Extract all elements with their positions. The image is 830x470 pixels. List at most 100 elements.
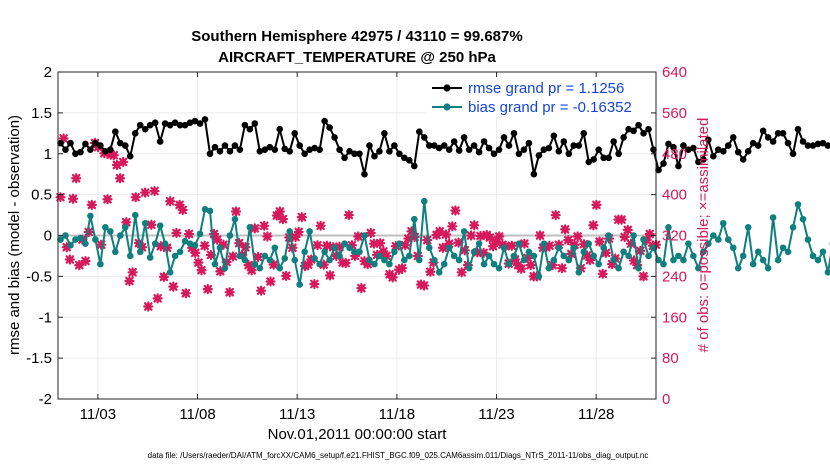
bias-point xyxy=(814,256,822,264)
obs-count-marker xyxy=(255,285,267,296)
bias-point xyxy=(386,260,393,268)
rmse-point xyxy=(685,146,692,153)
bias-point xyxy=(391,248,398,256)
obs-count-marker xyxy=(556,263,568,274)
rmse-point xyxy=(620,134,627,141)
rmse-series xyxy=(57,116,830,178)
rmse-point xyxy=(719,147,727,155)
obs-count-marker xyxy=(350,250,361,262)
rmse-point xyxy=(475,148,483,156)
rmse-point xyxy=(366,142,373,149)
obs-count-marker xyxy=(365,227,376,239)
bias-point xyxy=(376,252,383,260)
rmse-point xyxy=(231,142,239,149)
bias-point xyxy=(739,252,747,260)
obs-count-marker xyxy=(547,260,558,271)
obs-count-marker xyxy=(560,224,571,235)
rmse-point xyxy=(724,142,732,149)
bias-point xyxy=(186,240,194,247)
rmse-point xyxy=(804,142,812,149)
bias-point xyxy=(146,254,154,261)
bias-point xyxy=(366,256,373,264)
obs-count-marker xyxy=(67,193,79,204)
obs-count-marker xyxy=(381,250,392,262)
rmse-point xyxy=(640,130,647,137)
bias-point xyxy=(166,268,174,276)
bias-point xyxy=(500,244,508,252)
obs-count-marker xyxy=(124,275,135,287)
obs-count-marker xyxy=(215,266,226,277)
rmse-point xyxy=(371,152,378,160)
bias-point xyxy=(759,256,767,264)
rmse-point xyxy=(530,170,538,178)
y2-tick-label: 80 xyxy=(662,350,679,367)
obs-count-marker xyxy=(437,242,448,253)
rmse-point xyxy=(420,134,428,141)
rmse-point xyxy=(749,139,757,147)
obs-count-marker xyxy=(525,260,536,271)
bias-point xyxy=(82,240,89,247)
obs-count-marker xyxy=(497,239,508,250)
bias-point xyxy=(141,219,149,227)
obs-count-marker xyxy=(644,228,655,240)
bias-point xyxy=(261,252,269,260)
y2-tick-label: 320 xyxy=(662,228,687,245)
bias-point xyxy=(495,264,503,272)
rmse-point xyxy=(107,146,114,153)
bias-point xyxy=(700,248,707,256)
obs-count-marker xyxy=(161,242,173,253)
bias-point xyxy=(505,260,513,268)
bias-point xyxy=(630,232,637,239)
y2-tick-label: 640 xyxy=(662,64,687,81)
legend-rmse-label: rmse grand pr = 1.1256 xyxy=(468,80,624,97)
rmse-point xyxy=(87,146,94,153)
rmse-point xyxy=(435,144,443,152)
rmse-point xyxy=(102,147,109,155)
footer-data-file: data file: /Users/raeder/DAI/ATM_forcXX/… xyxy=(148,451,649,460)
bias-point xyxy=(406,252,413,260)
rmse-point xyxy=(171,119,179,126)
obs-count-marker xyxy=(83,226,94,238)
bias-point xyxy=(744,224,752,231)
bias-point xyxy=(635,264,642,272)
rmse-point xyxy=(121,142,129,149)
bias-point xyxy=(540,240,548,247)
obs-count-marker xyxy=(187,242,198,253)
obs-count-marker xyxy=(578,239,590,250)
rmse-point xyxy=(784,139,792,147)
bias-point xyxy=(520,256,528,264)
bias-point xyxy=(251,260,259,268)
legend-rmse-marker xyxy=(443,84,451,92)
bias-point xyxy=(710,232,717,239)
rmse-point xyxy=(485,144,493,152)
rmse-point xyxy=(306,146,313,153)
obs-count-marker xyxy=(519,238,530,249)
bias-point xyxy=(116,232,124,239)
obs-count-marker xyxy=(434,226,445,237)
rmse-point xyxy=(256,147,264,155)
rmse-point xyxy=(560,138,568,145)
obs-count-marker xyxy=(108,150,119,161)
rmse-point xyxy=(331,134,338,141)
bias-point xyxy=(455,256,463,264)
y-axis-label: rmse and bias (model - observation) xyxy=(6,115,23,355)
bias-point xyxy=(470,248,478,256)
obs-count-marker xyxy=(118,156,129,168)
obs-count-marker xyxy=(353,231,364,242)
bias-point xyxy=(794,201,802,208)
rmse-point xyxy=(655,166,662,174)
bias-point xyxy=(575,268,583,276)
obs-count-marker xyxy=(180,288,191,299)
obs-count-marker xyxy=(324,270,336,281)
rmse-point xyxy=(555,147,563,155)
obs-count-marker xyxy=(456,267,467,278)
bias-point xyxy=(67,242,74,249)
y2-tick-label: 480 xyxy=(662,146,687,163)
rmse-point xyxy=(336,146,343,153)
obs-count-marker xyxy=(114,173,126,184)
obs-count-marker xyxy=(563,234,574,246)
bias-point xyxy=(490,260,498,268)
bias-point xyxy=(465,264,473,272)
rmse-point xyxy=(151,119,159,126)
